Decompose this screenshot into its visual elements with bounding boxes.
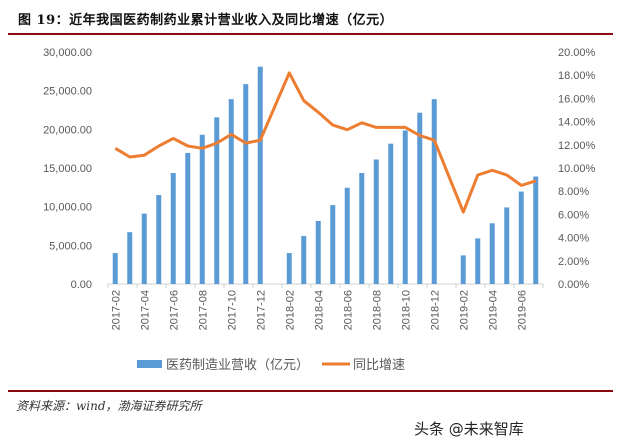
right-tick-label: 8.00% [558, 186, 589, 198]
right-tick-label: 2.00% [558, 256, 589, 268]
bar-2018-05 [330, 205, 336, 284]
x-tick-label: 2019-02 [458, 290, 470, 330]
right-tick-label: 10.00% [558, 163, 596, 175]
title-divider [8, 33, 613, 35]
bar-2017-03 [127, 232, 133, 284]
right-tick-label: 4.00% [558, 233, 589, 245]
left-tick-label: 5,000.00 [49, 240, 92, 252]
right-tick-label: 0.00% [558, 279, 589, 291]
figure-title: 图 19：近年我国医药制药业累计营业收入及同比增速（亿元） [18, 13, 394, 28]
x-axis-ticks: 2017-02 2017-04 2017-06 2017-08 2017-10 2017-… [107, 284, 544, 330]
x-tick-label: 2017-12 [255, 290, 267, 330]
bar-2018-02 [286, 253, 292, 284]
source-note: 资料来源：wind，渤海证券研究所 [16, 399, 202, 413]
right-tick-label: 16.00% [558, 93, 596, 105]
right-tick-label: 20.00% [558, 47, 596, 59]
legend-label-revenue: 医药制造业营收（亿元） [166, 358, 309, 373]
bar-2018-06 [344, 187, 350, 284]
bar-series [112, 66, 539, 285]
x-tick-label: 2018-06 [342, 290, 354, 330]
footer-divider [8, 390, 613, 392]
right-tick-label: 18.00% [558, 70, 596, 82]
right-tick-label: 14.00% [558, 117, 596, 129]
bar-2017-02 [112, 253, 118, 284]
bar-2017-08 [199, 134, 205, 284]
x-tick-label: 2018-04 [313, 290, 325, 330]
x-tick-label: 2017-04 [139, 290, 151, 330]
legend-swatch-bar [137, 360, 162, 368]
bar-2018-11 [417, 112, 423, 284]
left-tick-label: 0.00 [71, 279, 92, 291]
bar-2017-04 [141, 213, 147, 284]
bar-2018-04 [315, 220, 321, 284]
x-tick-label: 2017-08 [197, 290, 209, 330]
bar-2019-03 [475, 238, 481, 284]
bar-2017-06 [170, 173, 176, 284]
bar-2019-07 [533, 176, 539, 284]
x-tick-label: 2019-06 [516, 290, 528, 330]
bar-2018-03 [301, 236, 307, 284]
bar-2017-09 [214, 117, 220, 284]
watermark: 头条 @未来智库 [414, 420, 524, 438]
growth-line [114, 71, 537, 214]
x-tick-label: 2019-04 [487, 290, 499, 330]
bar-2018-07 [359, 173, 365, 284]
bar-2018-10 [402, 130, 408, 284]
legend: 医药制造业营收（亿元） 同比增速 [137, 358, 405, 373]
bar-2018-12 [431, 99, 437, 284]
bar-2018-08 [373, 159, 379, 284]
x-tick-label: 2018-10 [400, 290, 412, 330]
left-tick-label: 20,000.00 [43, 124, 92, 136]
bar-2017-11 [243, 84, 249, 285]
left-tick-label: 15,000.00 [43, 163, 92, 175]
bar-2019-02 [460, 255, 466, 284]
bar-2018-09 [388, 143, 394, 284]
left-tick-label: 10,000.00 [43, 202, 92, 214]
right-tick-label: 6.00% [558, 209, 589, 221]
x-tick-label: 2017-10 [226, 290, 238, 330]
bar-2019-05 [504, 207, 510, 284]
left-tick-label: 25,000.00 [43, 86, 92, 98]
bar-2017-05 [156, 195, 162, 284]
bar-2017-07 [185, 152, 191, 284]
x-tick-label: 2018-02 [284, 290, 296, 330]
left-tick-label: 30,000.00 [43, 47, 92, 59]
right-axis-ticks: 0.00% 2.00% 4.00% 6.00% 8.00% 10.00% 12.00% 14.… [558, 47, 596, 291]
right-tick-label: 12.00% [558, 140, 596, 152]
bar-2017-12 [257, 66, 263, 285]
bar-2019-04 [489, 223, 495, 284]
x-tick-label: 2018-12 [429, 290, 441, 330]
bar-2019-06 [518, 191, 524, 284]
x-tick-label: 2017-02 [110, 290, 122, 330]
bar-2017-10 [228, 99, 234, 284]
x-tick-label: 2017-06 [168, 290, 180, 330]
legend-label-growth: 同比增速 [353, 358, 405, 373]
x-tick-label: 2018-08 [371, 290, 383, 330]
left-axis-ticks: 0.00 5,000.00 10,000.00 15,000.00 20,000.00 2… [43, 47, 92, 291]
